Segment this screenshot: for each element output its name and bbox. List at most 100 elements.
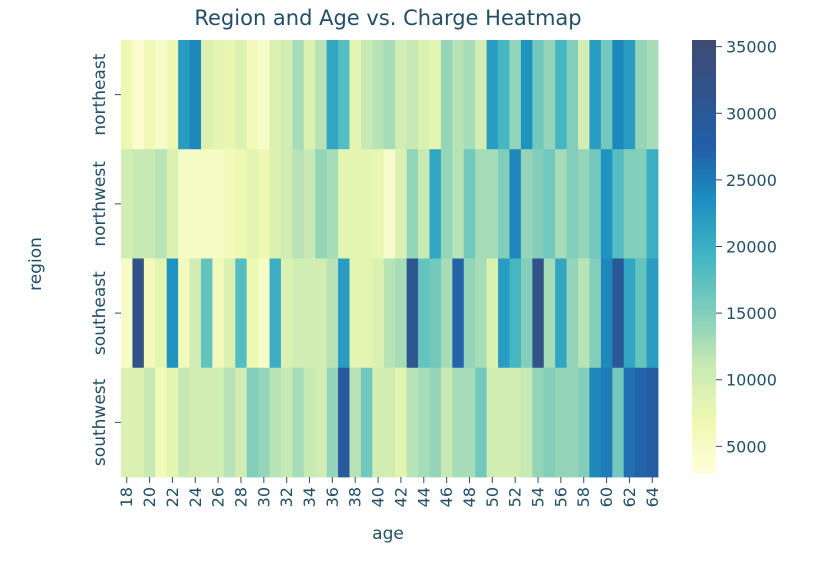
heatmap-cell xyxy=(132,367,145,478)
heatmap-cell xyxy=(429,149,442,259)
heatmap-cell xyxy=(326,40,339,150)
heatmap-cell xyxy=(269,258,282,369)
colorbar-segment xyxy=(692,141,716,146)
colorbar-segment xyxy=(692,382,716,387)
heatmap-cell xyxy=(589,367,602,478)
heatmap-cell xyxy=(486,40,499,150)
colorbar-tick-label: 10000 xyxy=(726,371,777,390)
heatmap-cell xyxy=(623,258,636,369)
colorbar-segment xyxy=(692,209,716,214)
heatmap-cell xyxy=(189,258,202,369)
colorbar-segment xyxy=(692,310,716,315)
heatmap-cell xyxy=(212,258,225,369)
x-tick-label: 46 xyxy=(437,487,456,507)
heatmap-cell xyxy=(635,258,647,369)
colorbar-segment xyxy=(692,148,716,153)
colorbar-segment xyxy=(692,303,716,308)
heatmap-cell xyxy=(543,367,556,478)
colorbar-tick-label: 5000 xyxy=(726,437,767,456)
heatmap-cell xyxy=(486,367,499,478)
heatmap-cell xyxy=(166,367,179,478)
colorbar-segment xyxy=(692,433,716,438)
heatmap-cell xyxy=(338,367,350,478)
heatmap-cell xyxy=(418,367,430,478)
heatmap-cell xyxy=(395,367,408,478)
colorbar-segment xyxy=(692,195,716,200)
colorbar-segment xyxy=(692,90,716,95)
colorbar-segment xyxy=(692,296,716,301)
heatmap-cell xyxy=(612,40,625,150)
heatmap-cell xyxy=(155,40,168,150)
colorbar-segment xyxy=(692,72,716,77)
heatmap-cell xyxy=(178,149,190,259)
heatmap-cell xyxy=(383,40,396,150)
x-axis-label: age xyxy=(372,524,404,544)
heatmap-cell xyxy=(383,367,396,478)
colorbar-segment xyxy=(692,94,716,99)
heatmap-cell xyxy=(121,367,133,478)
heatmap-cell xyxy=(200,149,213,259)
colorbar-segment xyxy=(692,346,716,351)
heatmap-cell xyxy=(269,40,282,150)
heatmap-cell xyxy=(452,258,465,369)
colorbar-segment xyxy=(692,397,716,402)
colorbar-segment xyxy=(692,68,716,73)
heatmap-cell xyxy=(555,258,567,369)
heatmap-cell xyxy=(543,258,556,369)
heatmap-cell xyxy=(155,367,168,478)
heatmap-cell xyxy=(121,258,133,369)
heatmap-cell xyxy=(258,367,270,478)
heatmap-cell xyxy=(463,149,476,259)
heatmap-cell xyxy=(178,40,190,150)
colorbar-segment xyxy=(692,191,716,196)
colorbar-segment xyxy=(692,86,716,92)
colorbar-segment xyxy=(692,465,716,470)
heatmap-cell xyxy=(155,149,168,259)
colorbar-segment xyxy=(692,411,716,416)
heatmap-cell xyxy=(360,149,373,259)
heatmap-cell xyxy=(475,149,488,259)
x-tick-label: 42 xyxy=(391,487,410,507)
colorbar-segment xyxy=(692,371,716,377)
heatmap-cell xyxy=(235,367,248,478)
x-tick-label: 60 xyxy=(597,487,616,507)
heatmap-cell xyxy=(143,40,156,150)
colorbar-segment xyxy=(692,205,716,211)
heatmap-cell xyxy=(566,367,579,478)
heatmap-cell xyxy=(372,40,385,150)
heatmap-cell xyxy=(463,367,476,478)
colorbar-segment xyxy=(692,447,716,452)
colorbar-tick-label: 25000 xyxy=(726,171,777,190)
heatmap-cell xyxy=(600,367,613,478)
colorbar-segment xyxy=(692,321,716,326)
heatmap-cell xyxy=(178,367,190,478)
heatmap-cell xyxy=(635,149,647,259)
colorbar-segment xyxy=(692,444,716,449)
heatmap-cell xyxy=(566,149,579,259)
colorbar-segment xyxy=(692,270,716,276)
colorbar-segment xyxy=(692,267,716,272)
heatmap-cell xyxy=(315,149,328,259)
colorbar-segment xyxy=(692,325,716,330)
x-tick-label: 58 xyxy=(574,487,593,507)
heatmap-cell xyxy=(623,149,636,259)
colorbar-segment xyxy=(692,256,716,261)
colorbar-segment xyxy=(692,357,716,362)
colorbar-segment xyxy=(692,79,716,84)
colorbar-segment xyxy=(692,418,716,423)
heatmap-cell xyxy=(418,149,430,259)
colorbar-tick-label: 15000 xyxy=(726,304,777,323)
x-tick-label: 34 xyxy=(300,487,319,507)
y-tick-label: northeast xyxy=(90,53,110,135)
colorbar-segment xyxy=(692,429,716,434)
heatmap-cell xyxy=(143,367,156,478)
x-tick-label: 20 xyxy=(140,487,159,507)
heatmap-cell xyxy=(246,149,259,259)
heatmap-cell xyxy=(143,149,156,259)
heatmap-cell xyxy=(520,40,533,150)
heatmap-cell xyxy=(395,149,408,259)
colorbar-segment xyxy=(692,162,716,167)
colorbar-segment xyxy=(692,198,716,203)
colorbar-segment xyxy=(692,242,716,247)
heatmap-cell xyxy=(178,258,190,369)
